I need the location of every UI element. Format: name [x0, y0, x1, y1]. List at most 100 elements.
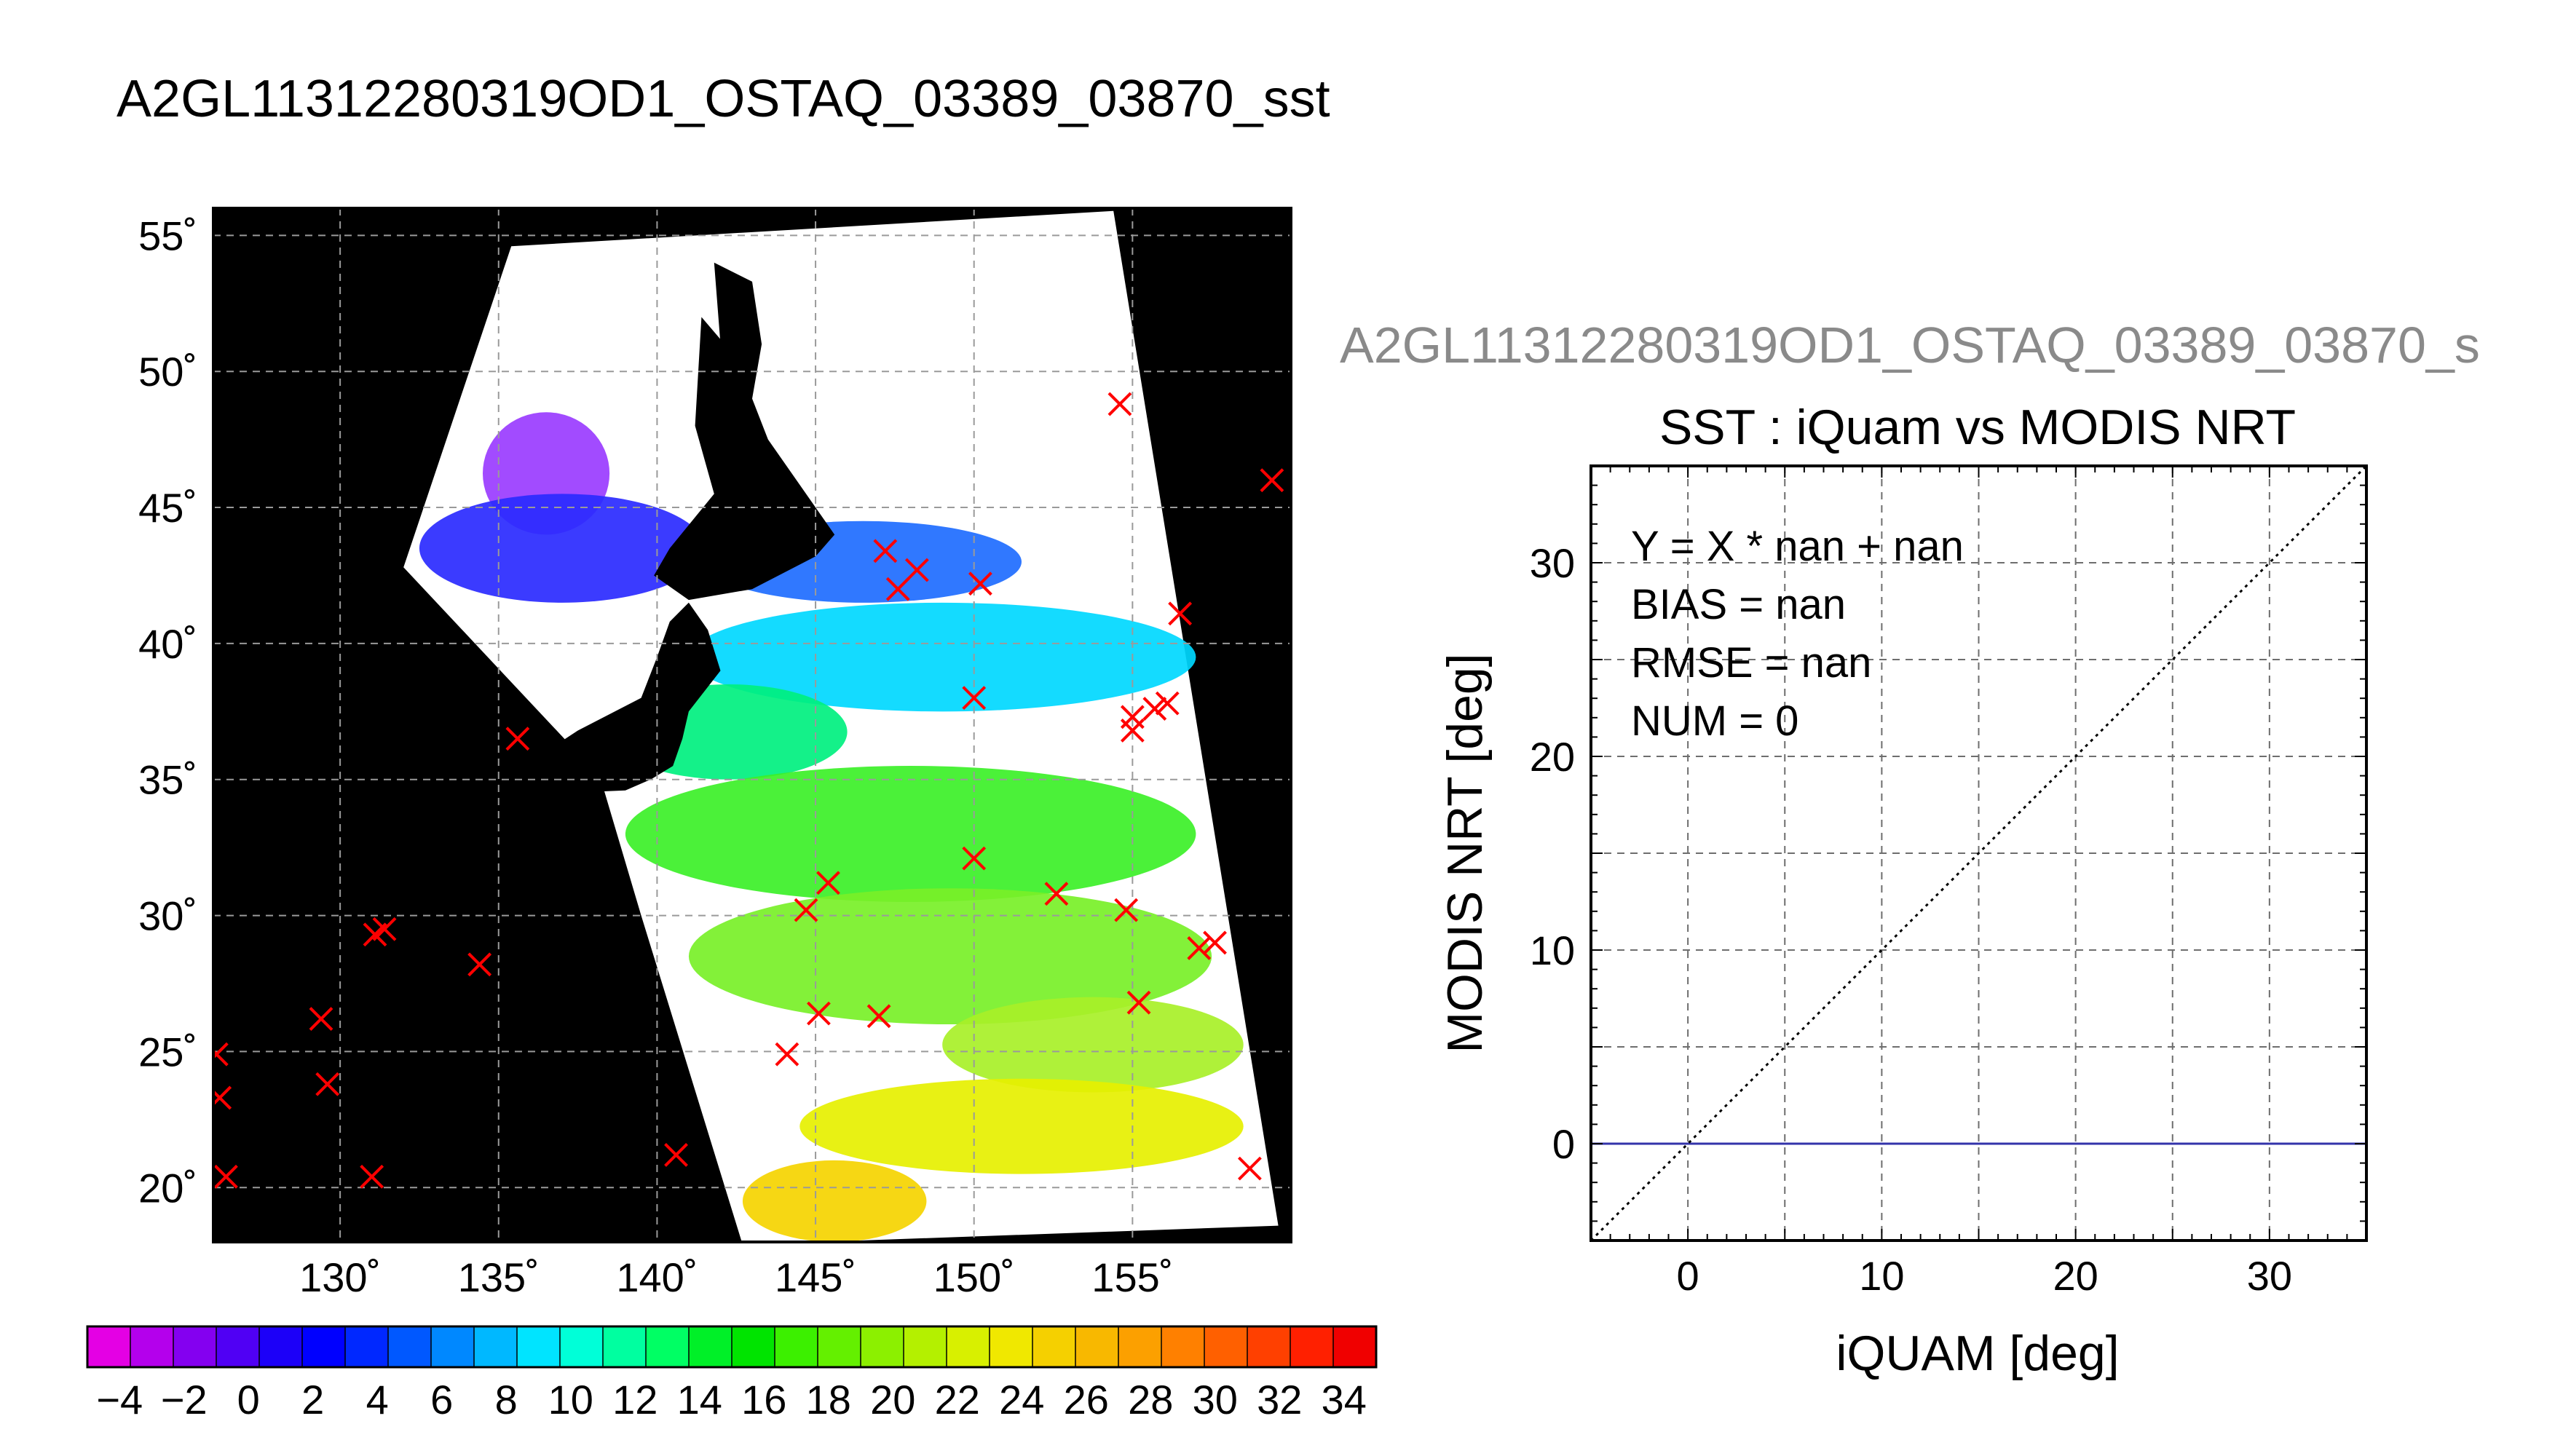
- colorbar-swatch: [1075, 1326, 1119, 1367]
- scatter-y-tick-label: 30: [1530, 540, 1575, 586]
- sst-regions: [419, 412, 1244, 1242]
- main-title: A2GL11312280319OD1_OSTAQ_03389_03870_sst: [117, 70, 1330, 128]
- buoy-marker: [794, 898, 818, 922]
- marker-stroke: [309, 1007, 333, 1031]
- map-y-tick-label: 35˚: [138, 757, 197, 803]
- buoy-markers: [213, 392, 1284, 1189]
- buoy-marker: [904, 558, 929, 582]
- buoy-marker: [1155, 691, 1180, 716]
- colorbar-swatch: [388, 1326, 432, 1367]
- map-y-tick-label: 30˚: [138, 893, 197, 939]
- buoy-marker: [1168, 601, 1193, 626]
- marker-stroke: [1142, 697, 1167, 721]
- colorbar-swatch: [1032, 1326, 1076, 1367]
- scatter-y-tick-label: 10: [1530, 927, 1575, 973]
- scatter-stat-line: RMSE = nan: [1631, 639, 1871, 687]
- scatter-y-tick-labels: 0 10 20 30: [1530, 540, 1575, 1167]
- marker-stroke: [664, 1143, 688, 1167]
- colorbar-swatch: [947, 1326, 990, 1367]
- colorbar-tick-label: 22: [935, 1377, 980, 1423]
- marker-stroke: [1260, 468, 1284, 493]
- buoy-marker: [1142, 697, 1167, 721]
- marker-stroke: [968, 571, 992, 596]
- map-x-tick-labels: 130˚ 135˚ 140˚ 145˚ 150˚ 155˚: [299, 1254, 1173, 1300]
- colorbar-swatch: [1204, 1326, 1248, 1367]
- colorbar-swatch: [173, 1326, 217, 1367]
- colorbar-tick-label: 18: [806, 1377, 851, 1423]
- buoy-marker: [816, 871, 840, 895]
- buoy-marker: [885, 577, 910, 601]
- colorbar-swatches: [87, 1326, 1377, 1367]
- marker-stroke: [962, 846, 987, 871]
- marker-stroke: [213, 1085, 232, 1107]
- marker-stroke: [794, 898, 818, 922]
- map-y-tick-label: 55˚: [138, 213, 197, 258]
- map-x-tick-label: 145˚: [775, 1254, 856, 1300]
- colorbar-swatch: [689, 1326, 732, 1367]
- colorbar-swatch: [517, 1326, 561, 1367]
- colorbar-swatch: [560, 1326, 604, 1367]
- colorbar-tick-labels: −4 −2 0 2 4 6 8 10 12 14 16 18 20 22 24 26 28 30 32 34: [96, 1377, 1367, 1423]
- map-y-tick-label: 25˚: [138, 1029, 197, 1075]
- colorbar-tick-label: 20: [870, 1377, 915, 1423]
- colorbar-tick-label: 24: [999, 1377, 1044, 1423]
- marker-stroke: [360, 1164, 384, 1189]
- scatter-y-tick-label: 0: [1552, 1121, 1575, 1167]
- land-sakhalin: [714, 262, 762, 467]
- colorbar-tick-label: 32: [1257, 1377, 1302, 1423]
- map-x-tick-label: 155˚: [1091, 1254, 1173, 1300]
- scatter-stats: Y = X * nan + nan BIAS = nan RMSE = nan NUM…: [1631, 523, 1964, 745]
- map-x-tick-label: 135˚: [458, 1254, 540, 1300]
- marker-stroke: [1120, 719, 1145, 743]
- scatter-stat-line: Y = X * nan + nan: [1631, 523, 1964, 570]
- colorbar-tick-label: 0: [237, 1377, 260, 1423]
- buoy-marker: [866, 1004, 891, 1029]
- map-panel: 130˚ 135˚ 140˚ 145˚ 150˚ 155˚ 20˚ 25˚ 30˚ 35˚ 40˚…: [138, 207, 1292, 1300]
- buoy-marker: [213, 1164, 238, 1189]
- marker-stroke: [1107, 392, 1132, 416]
- colorbar-swatch: [861, 1326, 904, 1367]
- marker-stroke: [213, 1164, 238, 1189]
- scatter-frame: [1590, 464, 2368, 1242]
- buoy-marker: [775, 1042, 799, 1067]
- one-to-one-line: [1591, 466, 2366, 1241]
- colorbar-tick-label: 14: [677, 1377, 722, 1423]
- buoy-marker: [467, 952, 492, 977]
- marker-stroke: [1187, 936, 1212, 960]
- scatter-stat-line: NUM = 0: [1631, 697, 1798, 745]
- colorbar-tick-label: −2: [161, 1377, 208, 1423]
- colorbar-tick-label: −4: [96, 1377, 143, 1423]
- colorbar-tick-label: 34: [1322, 1377, 1367, 1423]
- colorbar-swatch: [345, 1326, 389, 1367]
- marker-stroke: [1044, 882, 1069, 906]
- colorbar-swatch: [259, 1326, 303, 1367]
- buoy-marker: [1107, 392, 1132, 416]
- buoy-marker: [962, 686, 987, 711]
- colorbar-swatch: [646, 1326, 690, 1367]
- colorbar-swatch: [1247, 1326, 1291, 1367]
- colorbar-swatch: [1333, 1326, 1377, 1367]
- marker-stroke: [904, 558, 929, 582]
- colorbar-swatch: [474, 1326, 518, 1367]
- sst-region-8: [799, 1078, 1244, 1174]
- colorbar-swatch: [603, 1326, 647, 1367]
- buoy-marker: [1126, 990, 1151, 1015]
- sst-region-1: [419, 494, 705, 603]
- land-hokkaido: [654, 317, 835, 601]
- y-axis-label: MODIS NRT [deg]: [1437, 653, 1493, 1053]
- buoy-marker: [968, 571, 992, 596]
- map-x-tick-label: 130˚: [299, 1254, 381, 1300]
- marker-stroke: [213, 1042, 229, 1060]
- sst-region-6: [688, 888, 1212, 1025]
- colorbar-swatch: [130, 1326, 174, 1367]
- colorbar-tick-label: 30: [1193, 1377, 1238, 1423]
- scatter-y-tick-label: 20: [1530, 734, 1575, 780]
- map-x-tick-label: 140˚: [616, 1254, 698, 1300]
- buoy-marker: [213, 1085, 232, 1110]
- scatter-panel: A2GL11312280319OD1_OSTAQ_03389_03870_s S…: [1340, 317, 2480, 1381]
- buoy-marker: [360, 1164, 384, 1189]
- buoy-marker: [1237, 1156, 1262, 1181]
- colorbar: −4 −2 0 2 4 6 8 10 12 14 16 18 20 22 24 26 28 30 32 34: [86, 1325, 1378, 1423]
- map-y-tick-label: 50˚: [138, 349, 197, 395]
